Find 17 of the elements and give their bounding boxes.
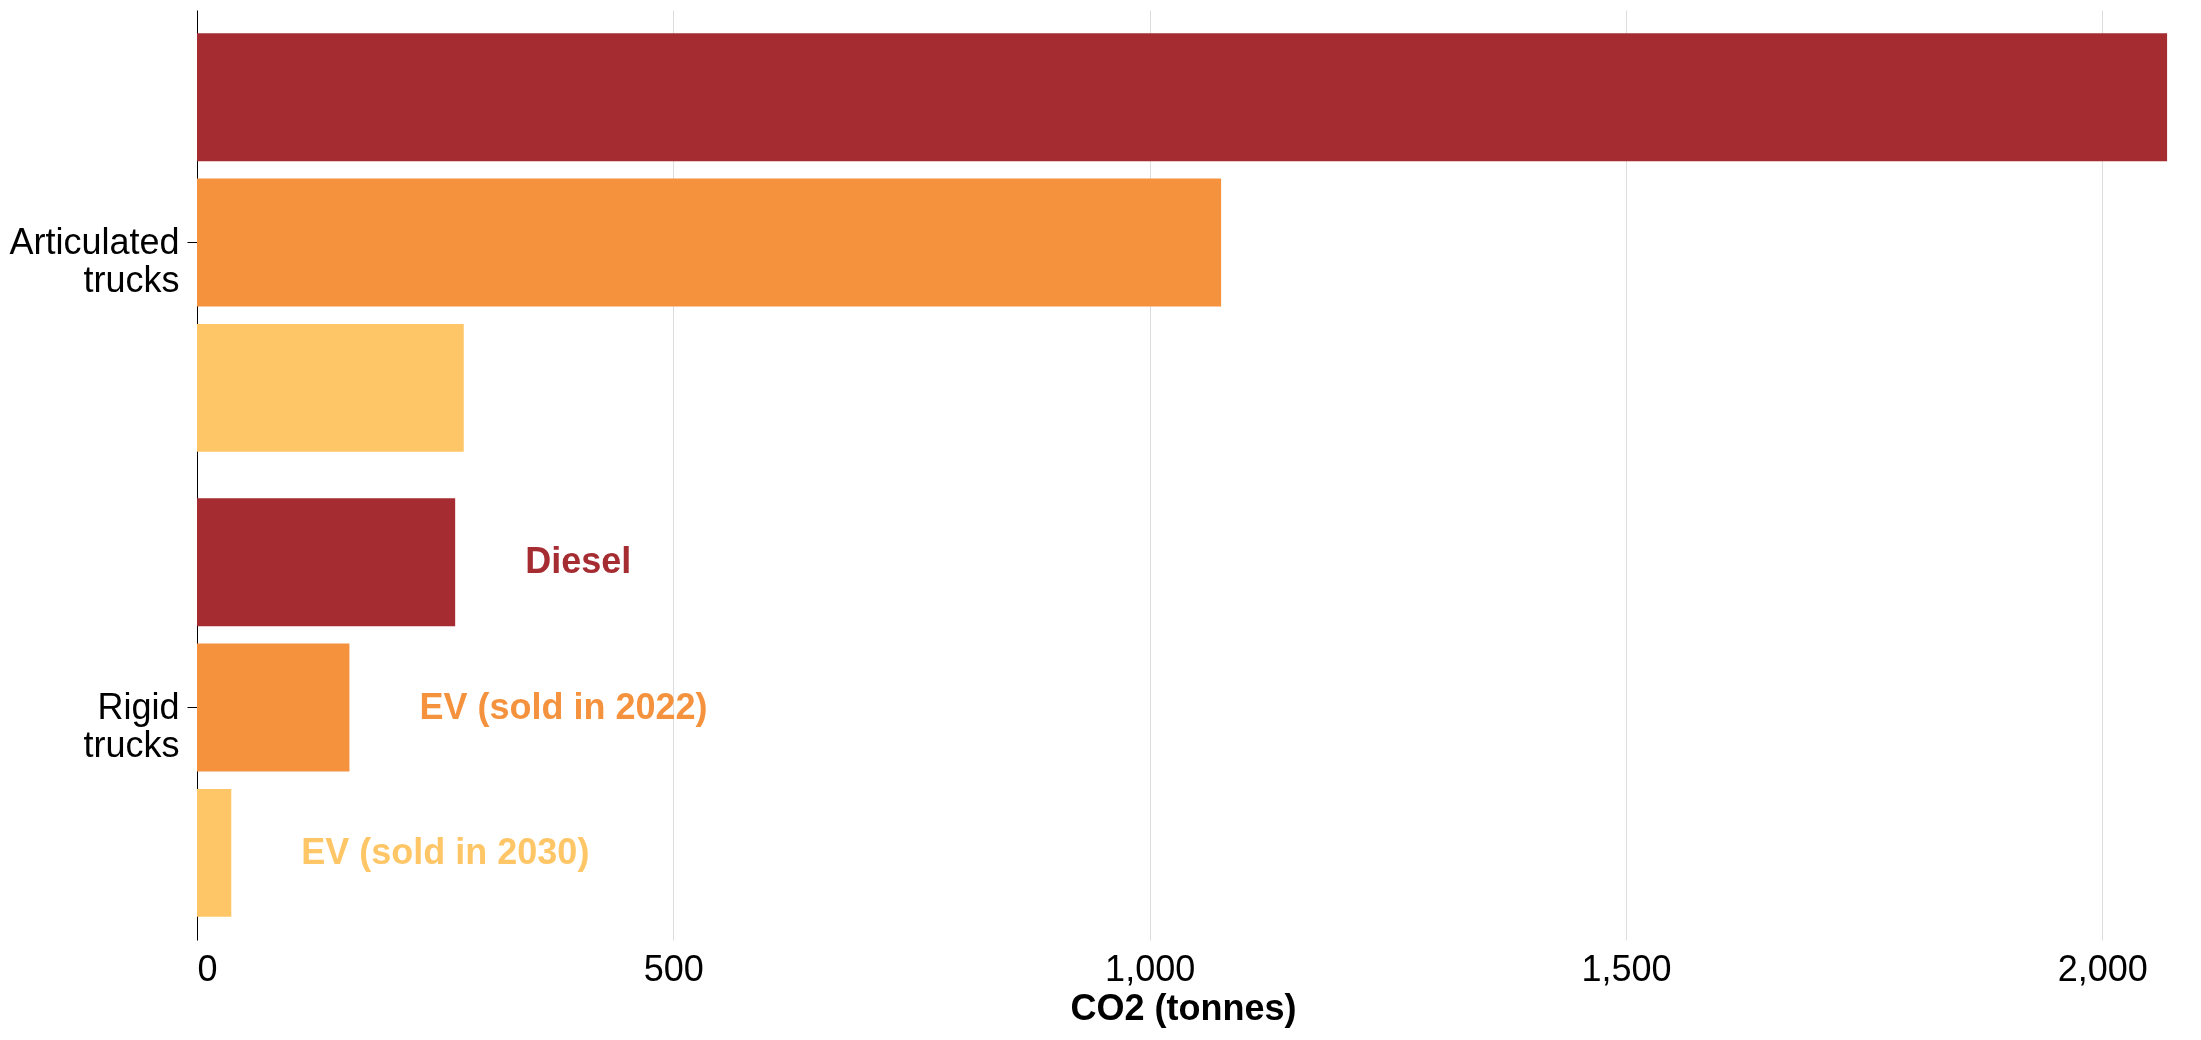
x-axis-title: CO2 (tonnes) — [1070, 986, 1297, 1028]
series-label: EV (sold in 2030) — [301, 830, 590, 872]
x-tick-label: 1,500 — [1581, 947, 1672, 989]
x-tick-label: 500 — [643, 947, 704, 989]
bar — [197, 498, 456, 627]
series-label: EV (sold in 2022) — [419, 685, 708, 727]
x-tick-label: 0 — [197, 947, 218, 989]
x-tick-label: 2,000 — [2057, 947, 2148, 989]
bar — [197, 643, 350, 772]
y-tick-label: Rigid trucks — [83, 685, 180, 765]
x-tick-label: 1,000 — [1105, 947, 1196, 989]
y-tick-label: Articulated trucks — [9, 220, 180, 300]
series-label: Diesel — [525, 540, 632, 582]
bar — [197, 178, 1222, 307]
bar — [197, 323, 464, 452]
bar — [197, 788, 232, 917]
bar — [197, 33, 2168, 162]
